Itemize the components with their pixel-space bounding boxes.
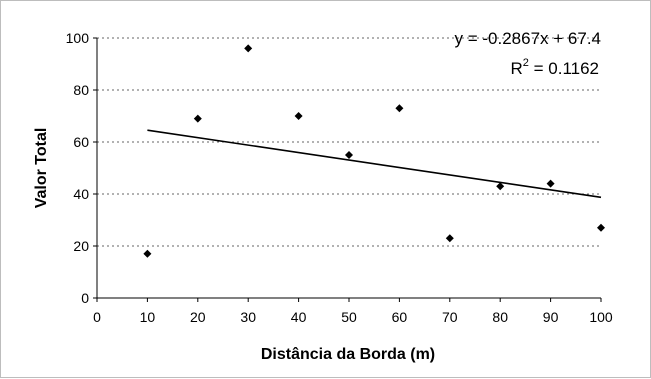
data-point-x50: [345, 151, 353, 159]
x-tick-label-100: 100: [589, 309, 613, 325]
x-axis-title: Distância da Borda (m): [261, 346, 435, 363]
tick-labels: 0 20 40 60 80 100 0 10 20 30 40 50 60 70 80 90 100: [66, 30, 613, 325]
r-squared-superscript: 2: [523, 57, 529, 69]
data-point-x90: [546, 179, 555, 188]
r-squared-value: = 0.1162: [529, 59, 599, 78]
x-tick-label-90: 90: [543, 309, 559, 325]
x-tick-label-30: 30: [240, 309, 256, 325]
data-point-x70: [445, 234, 454, 243]
data-point-x10: [143, 249, 152, 258]
axes: [93, 37, 602, 302]
data-point-x40: [294, 112, 303, 120]
y-tick-label-100: 100: [66, 30, 90, 46]
y-tick-label-40: 40: [73, 186, 89, 202]
trendline-equation: y = -0.2867x + 67.4: [455, 29, 602, 48]
data-point-x60: [395, 104, 404, 113]
x-tick-label-10: 10: [140, 309, 156, 325]
x-tick-label-70: 70: [442, 309, 458, 325]
data-points: [143, 44, 605, 258]
r-squared-letter: R: [510, 59, 522, 78]
trendline-group: [147, 129, 602, 199]
x-tick-label-80: 80: [492, 309, 508, 325]
x-tick-label-60: 60: [392, 309, 408, 325]
data-point-x80: [496, 182, 505, 191]
gridlines: [97, 37, 601, 247]
x-tick-label-0: 0: [93, 309, 101, 325]
trendline: [147, 129, 602, 199]
y-tick-label-0: 0: [81, 290, 89, 306]
y-axis-title: Valor Total: [33, 128, 50, 209]
x-tick-label-20: 20: [190, 309, 206, 325]
data-point-x30: [244, 44, 253, 53]
x-tick-label-50: 50: [341, 309, 357, 325]
y-tick-label-20: 20: [73, 238, 89, 254]
y-tick-label-80: 80: [73, 82, 89, 98]
data-point-x20: [193, 114, 202, 123]
r-squared-label: R2 = 0.1162: [510, 57, 599, 78]
x-tick-label-40: 40: [291, 309, 307, 325]
y-tick-label-60: 60: [73, 134, 89, 150]
data-point-x100: [597, 223, 605, 232]
